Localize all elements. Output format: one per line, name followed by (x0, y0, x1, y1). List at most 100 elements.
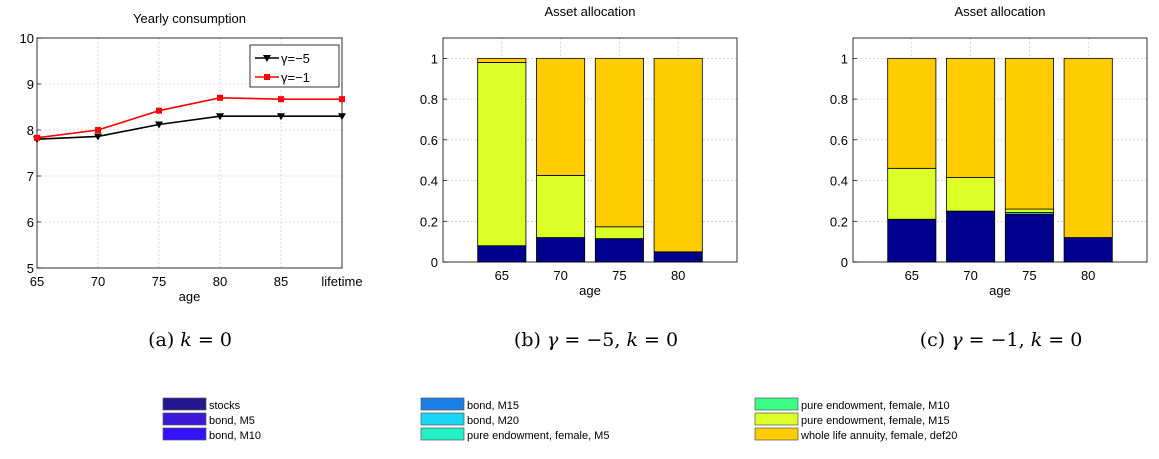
shared-legend: stocks bond, M5 bond, M10 bond, M15 bond, M2… (162, 397, 957, 442)
chart-title: Asset allocation (544, 4, 635, 19)
x-tick-label: 80 (671, 268, 685, 283)
bar-segment (946, 210, 996, 263)
series-line (36, 96, 342, 139)
plot-frame (442, 37, 738, 263)
bar-segment (536, 175, 586, 238)
y-tick-label: 0 (431, 255, 438, 270)
data-point-triangle (155, 121, 163, 129)
y-tick-label: 0.2 (420, 214, 438, 229)
y-tick-label: 0.6 (830, 133, 848, 148)
x-tick-label: 65 (30, 274, 44, 289)
bar-segment (1004, 208, 1054, 213)
data-point-square (217, 94, 223, 101)
bar-segment (1063, 237, 1113, 263)
y-tick-label: 6 (27, 215, 34, 230)
x-tick-label: 75 (152, 274, 166, 289)
y-tick-label: 0.8 (420, 92, 438, 107)
chart-title: Yearly consumption (133, 11, 246, 26)
x-tick-label: lifetime (321, 274, 362, 289)
legend-label: pure endowment, female, M10 (801, 400, 950, 412)
series-line (36, 115, 342, 140)
plot-frame (852, 37, 1148, 263)
bar-segment (946, 177, 996, 212)
x-tick-label: 75 (612, 268, 626, 283)
bar-segment (887, 57, 937, 169)
bar-chart-b: Asset allocation 0 0.2 0.4 0.6 0.8 1 65 70 75 80 ag… (420, 4, 738, 351)
caption: (b) γ = −5, k = 0 (514, 329, 678, 351)
data-point-square (278, 96, 284, 103)
x-tick-label: 65 (495, 268, 509, 283)
y-tick-label: 0.6 (420, 133, 438, 148)
bar-segment (594, 226, 644, 239)
data-point-square (156, 107, 162, 114)
legend-marker (264, 74, 270, 80)
x-tick-label: 80 (213, 274, 227, 289)
legend-swatch (754, 427, 799, 441)
bar-chart-c: Asset allocation 0 0.2 0.4 0.6 0.8 1 65 70 75 80 ag… (830, 4, 1148, 351)
bar-segment (887, 167, 937, 220)
legend-swatch (420, 397, 465, 411)
y-tick-label: 0.4 (420, 174, 438, 189)
y-tick-label: 10 (20, 31, 34, 46)
bar-segment (477, 62, 527, 247)
y-tick-label: 0.4 (830, 174, 848, 189)
y-tick-label: 5 (27, 261, 34, 276)
bar-segment (594, 57, 644, 228)
bar-segment (653, 57, 703, 253)
legend-label: bond, M15 (467, 400, 519, 412)
x-tick-label: 80 (1081, 268, 1095, 283)
y-tick-label: 7 (27, 169, 34, 184)
caption: (a) k = 0 (148, 329, 232, 351)
y-tick-label: 0.8 (830, 92, 848, 107)
bar-segment (594, 238, 644, 263)
legend-swatch (754, 397, 799, 411)
data-point-triangle (338, 113, 346, 121)
data-point-triangle (277, 113, 285, 121)
legend-label: γ=−1 (281, 70, 310, 85)
caption: (c) γ = −1, k = 0 (920, 329, 1083, 351)
y-tick-label: 8 (27, 123, 34, 138)
y-tick-label: 1 (841, 51, 848, 66)
legend-label: pure endowment, female, M15 (801, 415, 950, 427)
x-tick-label: 75 (1022, 268, 1036, 283)
legend-label: bond, M10 (209, 430, 261, 442)
bar-segment (477, 57, 527, 63)
line-chart-a: Yearly consumption 5 6 7 8 9 10 65 70 75 80 85 lifet… (20, 11, 363, 351)
bar-segment (887, 218, 937, 263)
legend-swatch (162, 412, 207, 426)
legend-label: γ=−5 (281, 51, 310, 66)
x-axis-label: age (989, 283, 1011, 298)
x-tick-label: 85 (274, 274, 288, 289)
data-point-triangle (94, 133, 102, 141)
x-tick-label: 70 (91, 274, 105, 289)
x-tick-label: 65 (905, 268, 919, 283)
legend-label: stocks (209, 400, 241, 412)
legend-label: bond, M5 (209, 415, 255, 427)
legend-label: pure endowment, female, M5 (467, 430, 609, 442)
bar-segment (1004, 213, 1054, 263)
plot-frame (36, 37, 343, 269)
legend-label: bond, M20 (467, 415, 519, 427)
legend-swatch (420, 412, 465, 426)
y-tick-label: 9 (27, 77, 34, 92)
bar-segment (536, 237, 586, 263)
data-point-square (95, 127, 101, 133)
y-tick-label: 0.2 (830, 214, 848, 229)
y-tick-label: 1 (431, 51, 438, 66)
data-point-square (339, 96, 345, 103)
x-tick-label: 70 (963, 268, 977, 283)
legend-marker (263, 55, 271, 62)
bar-segment (1063, 57, 1113, 238)
y-tick-label: 0 (841, 255, 848, 270)
x-axis-label: age (179, 289, 201, 304)
legend-label: whole life annuity, female, def20 (800, 430, 957, 442)
x-axis-label: age (579, 283, 601, 298)
bar-segment (1004, 57, 1054, 210)
x-tick-label: 70 (553, 268, 567, 283)
bar-segment (536, 57, 586, 176)
bar-segment (653, 251, 703, 263)
data-point-triangle (216, 113, 224, 121)
chart-title: Asset allocation (954, 4, 1045, 19)
legend-swatch (162, 427, 207, 441)
